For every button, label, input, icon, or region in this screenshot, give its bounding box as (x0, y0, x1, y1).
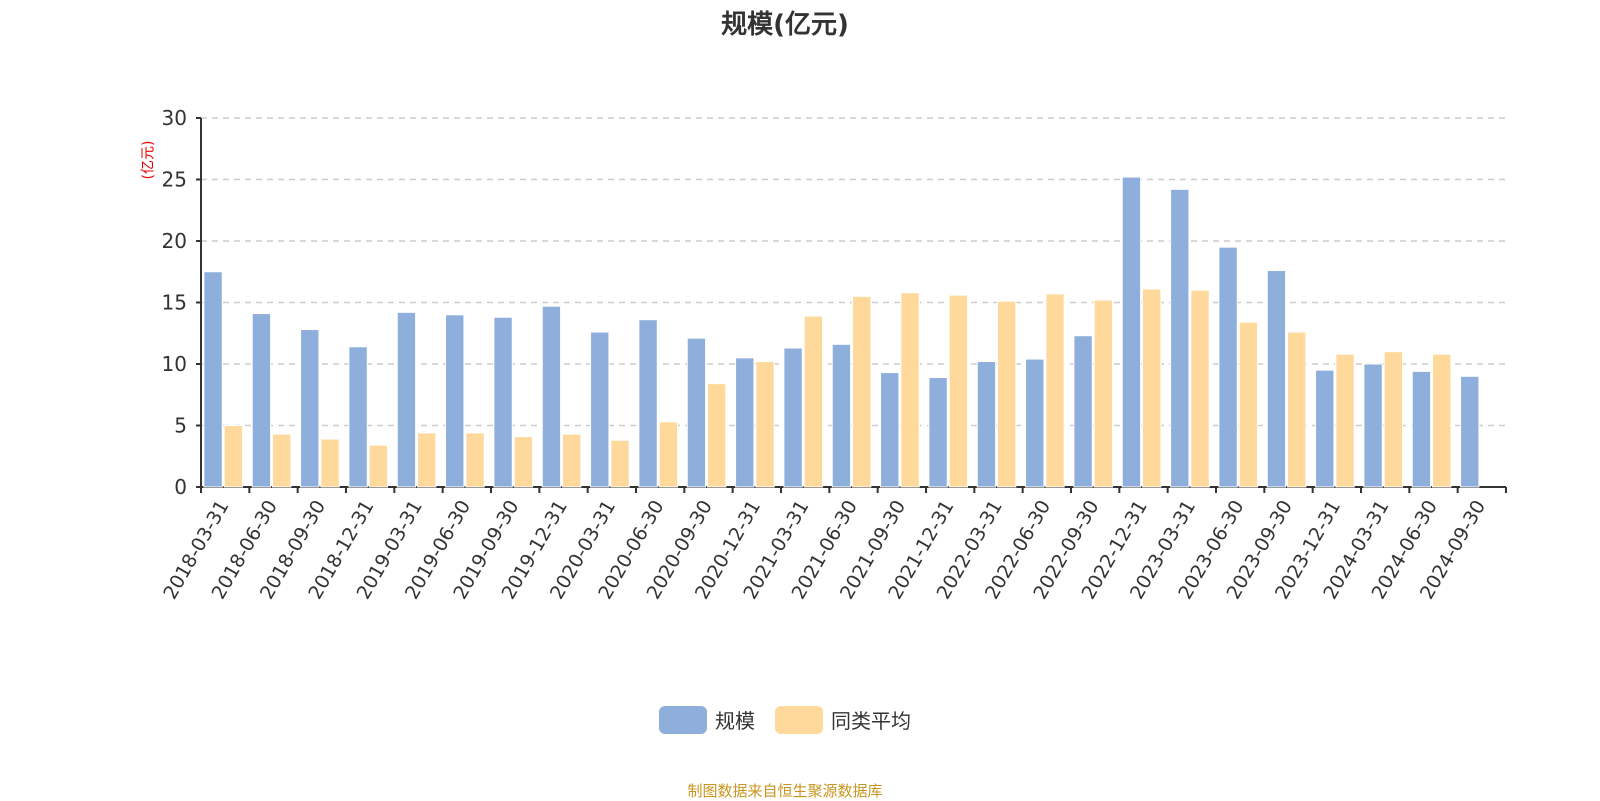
y-tick-label: 15 (162, 291, 187, 315)
bar-peer-average (1432, 353, 1452, 488)
bar-peer-average (658, 421, 679, 488)
source-note: 制图数据来自恒生聚源数据库 (687, 782, 883, 800)
bar-peer-average (1190, 289, 1210, 488)
bar-scale (638, 319, 658, 488)
bar-scale (1315, 369, 1335, 488)
bar-peer-average (1142, 288, 1162, 488)
bar-peer-average (948, 294, 969, 488)
bar-peer-average (1335, 353, 1355, 488)
bar-peer-average (900, 292, 920, 488)
bar-scale (203, 271, 223, 488)
bar-peer-average (417, 432, 437, 488)
bar-scale (1460, 375, 1480, 488)
bar-scale (251, 313, 272, 488)
bar-scale (300, 329, 320, 488)
bar-peer-average (707, 383, 727, 488)
bar-scale (590, 331, 610, 488)
y-tick-label: 25 (162, 168, 187, 192)
bar-peer-average (513, 436, 534, 488)
bar-scale (396, 311, 417, 488)
bar-scale (1025, 358, 1045, 488)
legend-item-peer-average[interactable]: 同类平均 (775, 705, 911, 734)
bar-scale (1218, 246, 1238, 488)
bar-scale (1363, 363, 1383, 488)
bar-peer-average (562, 433, 582, 488)
legend-item-scale[interactable]: 规模 (659, 705, 755, 734)
bar-scale (831, 343, 852, 488)
bar-peer-average (852, 295, 872, 488)
chart-title: 规模(亿元) (721, 10, 849, 40)
bar-peer-average (803, 315, 824, 488)
bar-scale (1266, 270, 1287, 488)
bar-scale (1073, 335, 1093, 488)
bar-scale (1411, 370, 1432, 488)
bar-peer-average (1383, 351, 1404, 488)
y-tick-label: 20 (162, 229, 187, 253)
legend-label: 规模 (715, 709, 755, 733)
bar-scale (686, 337, 707, 488)
y-tick-label: 30 (162, 106, 187, 130)
y-tick-label: 10 (162, 352, 187, 376)
bar-scale (783, 347, 803, 488)
bar-peer-average (1093, 299, 1114, 488)
y-tick-label: 5 (174, 414, 187, 438)
bar-scale (735, 357, 755, 488)
legend-swatch (659, 705, 707, 734)
legend: 规模 同类平均 (0, 705, 1570, 734)
bar-scale (541, 305, 562, 488)
bar-scale (880, 372, 900, 488)
y-tick-label: 0 (174, 475, 187, 499)
legend-swatch (775, 705, 823, 734)
bar-peer-average (610, 439, 630, 488)
bar-peer-average (1238, 321, 1259, 488)
bar-peer-average (368, 444, 389, 488)
legend-label: 同类平均 (831, 709, 911, 733)
bar-peer-average (320, 438, 340, 488)
bar-scale (445, 314, 465, 488)
bar-peer-average (223, 425, 244, 488)
bar-scale (348, 346, 368, 488)
bar-peer-average (1045, 293, 1065, 488)
bar-peer-average (272, 433, 292, 488)
bar-peer-average (755, 361, 775, 488)
bar-scale (976, 361, 997, 488)
bar-peer-average (465, 432, 485, 488)
bar-peer-average (997, 300, 1017, 488)
bar-scale (1170, 188, 1190, 488)
bar-peer-average (1287, 331, 1307, 488)
bar-scale (928, 377, 948, 488)
bar-scale (1121, 176, 1142, 488)
bar-scale (493, 316, 513, 488)
